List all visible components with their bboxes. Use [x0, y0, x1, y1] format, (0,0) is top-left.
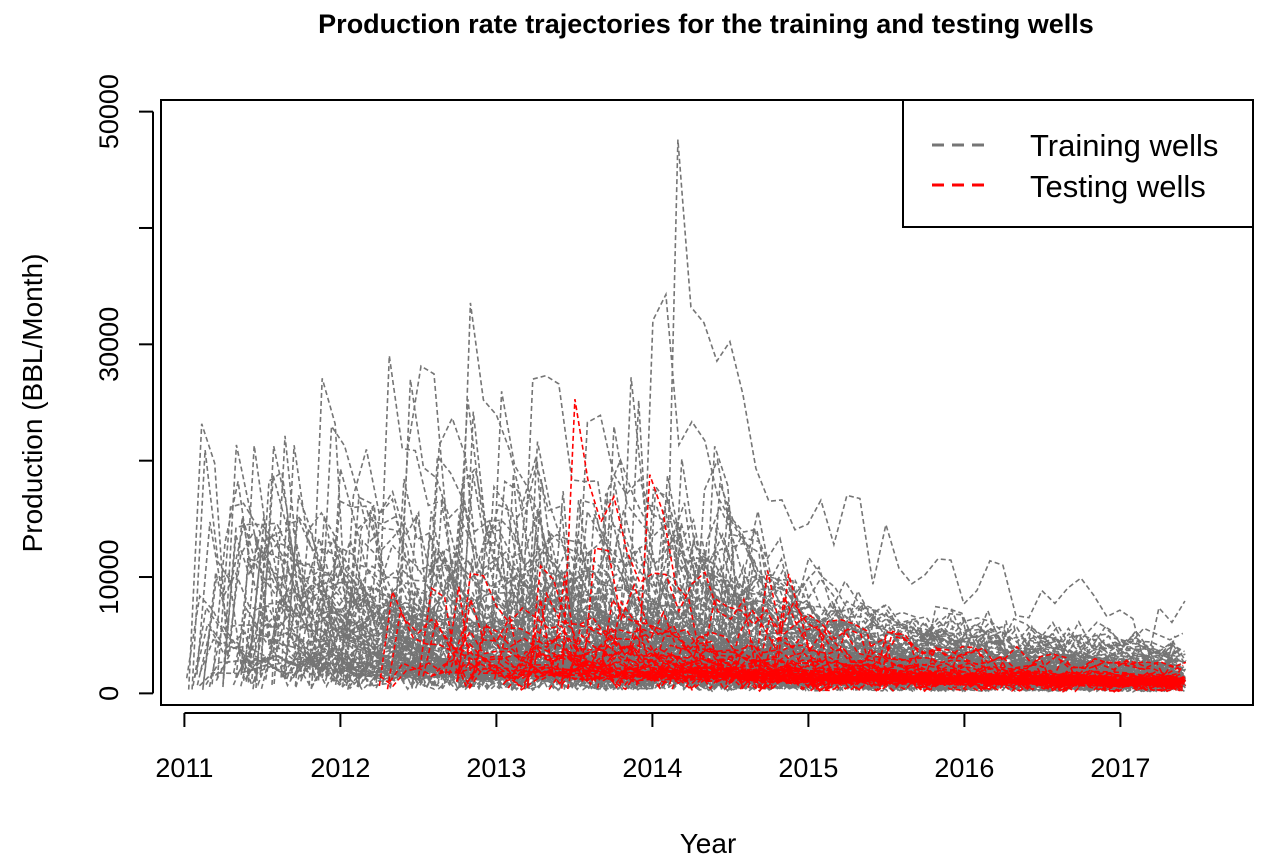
testing-well-line — [753, 570, 1184, 690]
testing-well-line — [526, 564, 1178, 691]
y-tick-label: 50000 — [94, 74, 124, 149]
training-well-line — [702, 524, 1185, 687]
training-well-line — [700, 446, 1184, 689]
y-axis: 0 10000 30000 50000 — [94, 74, 154, 701]
training-well-line — [285, 645, 1184, 692]
training-well-line — [573, 414, 1187, 687]
training-well-line — [664, 139, 1186, 681]
training-well-line — [423, 454, 1179, 689]
training-well-line — [731, 510, 1175, 686]
testing-well-line — [389, 661, 1184, 693]
chart-title: Production rate trajectories for the tra… — [318, 9, 1094, 39]
testing-well-line — [774, 573, 1179, 689]
x-tick-label: 2012 — [310, 753, 370, 783]
x-axis: 2011 2012 2013 2014 2015 2016 2017 — [155, 712, 1150, 783]
testing-well-line — [560, 664, 1186, 691]
series-layer — [185, 139, 1187, 693]
training-well-line — [663, 554, 1185, 688]
training-well-line — [617, 377, 1178, 686]
y-axis-label: Production (BBL/Month) — [17, 254, 48, 553]
y-tick-label: 10000 — [94, 539, 124, 614]
testing-well-line — [386, 608, 1182, 691]
y-tick-label: 30000 — [94, 307, 124, 382]
testing-well-line — [422, 618, 1178, 692]
training-well-line — [693, 505, 1176, 683]
training-well-line — [339, 449, 1186, 688]
x-tick-label: 2017 — [1090, 753, 1150, 783]
x-tick-label: 2013 — [466, 753, 526, 783]
x-tick-label: 2014 — [622, 753, 682, 783]
training-well-line — [714, 502, 1184, 689]
plot-area — [160, 99, 1254, 706]
testing-well-line — [770, 593, 1175, 690]
training-well-line — [214, 659, 1178, 692]
x-tick-label: 2016 — [934, 753, 994, 783]
legend-box — [902, 99, 1254, 228]
testing-well-line — [685, 665, 1181, 693]
legend: Training wells Testing wells — [902, 99, 1254, 228]
x-tick-label: 2015 — [778, 753, 838, 783]
testing-well-line — [472, 623, 1177, 692]
testing-well-line — [526, 599, 1178, 685]
legend-label-testing: Testing wells — [1030, 169, 1206, 204]
y-tick-label: 0 — [94, 686, 124, 701]
training-well-line — [501, 586, 1179, 691]
testing-well-line — [467, 657, 1184, 693]
legend-label-training: Training wells — [1030, 128, 1218, 163]
testing-well-line — [493, 626, 1184, 690]
testing-well-line — [430, 656, 1186, 692]
training-well-line — [199, 638, 1176, 692]
x-axis-label: Year — [680, 828, 737, 859]
training-well-line — [668, 458, 1177, 689]
x-tick-label: 2011 — [155, 753, 213, 783]
testing-well-line — [668, 643, 1177, 692]
testing-well-line — [455, 661, 1185, 692]
